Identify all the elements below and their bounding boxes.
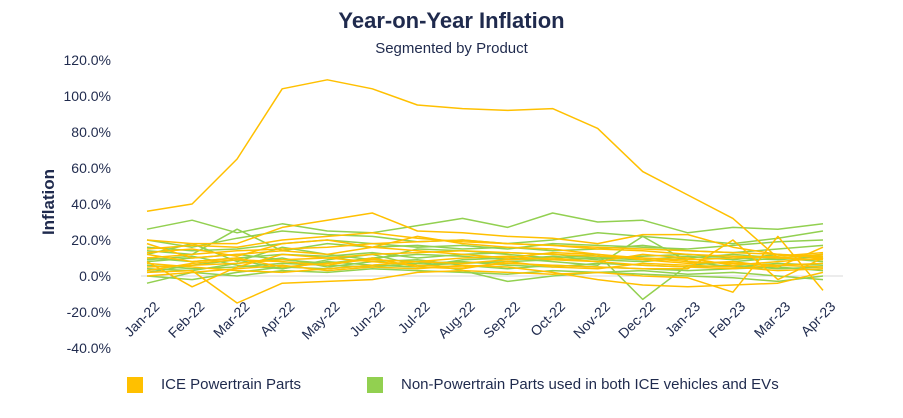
- x-tick-label: Dec-22: [615, 298, 658, 341]
- y-tick-label: 100.0%: [64, 88, 111, 104]
- series-line: [146, 212, 824, 259]
- series-lines: [146, 79, 824, 304]
- x-tick-label: Apr-22: [257, 298, 298, 339]
- x-tick-label: Mar-23: [751, 298, 794, 341]
- y-tick-label: 80.0%: [71, 124, 111, 140]
- y-tick-label: 60.0%: [71, 160, 111, 176]
- y-tick-label: -40.0%: [67, 340, 111, 356]
- y-tick-label: -20.0%: [67, 304, 111, 320]
- series-line: [146, 242, 824, 268]
- chart-legend: ICE Powertrain Parts Non-Powertrain Part…: [0, 376, 903, 400]
- y-tick-label: 40.0%: [71, 196, 111, 212]
- y-axis-ticks: -40.0% -20.0% 0.0% 20.0% 40.0% 60.0% 80.0% 100.…: [64, 52, 111, 356]
- x-tick-label: Aug-22: [435, 298, 478, 341]
- x-tick-label: Nov-22: [570, 298, 613, 341]
- x-tick-label: Jan-23: [662, 298, 704, 340]
- x-axis-ticks: Jan-22 Feb-22 Mar-22 Apr-22 May-22 Jun-22 Jul-…: [121, 298, 839, 342]
- x-tick-label: May-22: [298, 298, 342, 342]
- series-line: [146, 268, 824, 284]
- series-line: [146, 260, 824, 283]
- legend-label-non-powertrain: Non-Powertrain Parts used in both ICE ve…: [401, 376, 779, 393]
- series-line: [146, 242, 824, 301]
- x-tick-label: Oct-22: [527, 298, 568, 339]
- series-line: [146, 235, 824, 304]
- series-line: [146, 257, 824, 274]
- series-line: [146, 264, 824, 288]
- series-line: [146, 232, 824, 257]
- x-tick-label: Apr-23: [797, 298, 838, 339]
- legend-item-ice: ICE Powertrain Parts: [127, 376, 301, 393]
- x-tick-label: Feb-23: [706, 298, 749, 341]
- series-line: [146, 253, 824, 268]
- series-line: [146, 235, 824, 261]
- y-tick-label: 0.0%: [79, 268, 111, 284]
- legend-label-ice: ICE Powertrain Parts: [161, 376, 302, 393]
- x-tick-label: Jun-22: [346, 298, 388, 340]
- legend-swatch-non-powertrain: [367, 376, 383, 393]
- chart-title: Year-on-Year Inflation: [338, 8, 565, 33]
- x-tick-label: Mar-22: [210, 298, 253, 341]
- x-tick-label: Sep-22: [480, 298, 523, 341]
- series-line: [146, 79, 824, 259]
- series-line: [146, 239, 824, 252]
- series-line: [146, 235, 824, 274]
- x-tick-label: Jul-22: [395, 298, 433, 336]
- legend-item-non-powertrain: Non-Powertrain Parts used in both ICE ve…: [367, 376, 779, 393]
- series-line: [146, 253, 824, 265]
- y-tick-label: 120.0%: [64, 52, 111, 68]
- x-tick-label: Feb-22: [165, 298, 208, 341]
- chart-subtitle: Segmented by Product: [375, 40, 528, 57]
- y-axis-label: Inflation: [39, 169, 58, 235]
- series-line: [146, 257, 824, 272]
- x-tick-label: Jan-22: [121, 298, 163, 340]
- legend-swatch-ice: [127, 376, 143, 393]
- y-tick-label: 20.0%: [71, 232, 111, 248]
- series-line: [146, 212, 824, 234]
